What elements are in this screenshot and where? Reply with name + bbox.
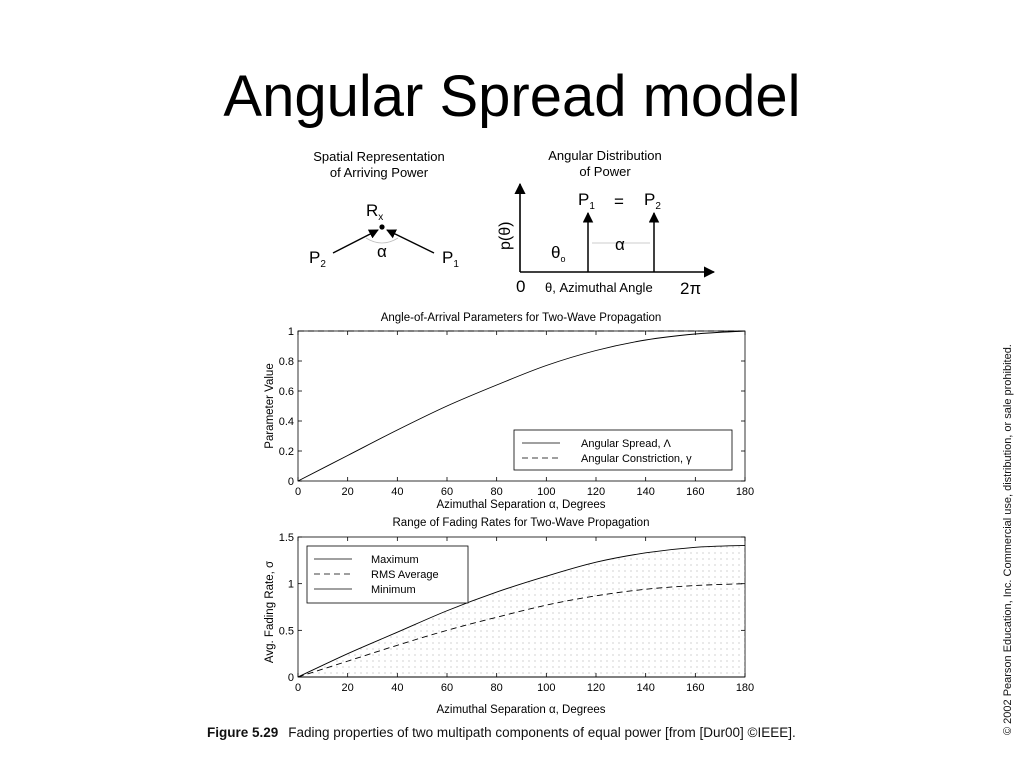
spatial-alpha: α <box>377 242 387 261</box>
chart1-ytick-label: 0.2 <box>279 446 294 458</box>
receiver-dot <box>379 224 385 230</box>
spatial-title-line1: Spatial Representation <box>313 149 445 164</box>
chart1-xtick-label: 20 <box>342 486 354 498</box>
chart2-xtick-label: 20 <box>342 682 354 694</box>
azimuthal-angle-label: θ, Azimuthal Angle <box>545 280 653 295</box>
pdf-y-label: p(θ) <box>497 222 514 250</box>
chart1-title: Angle-of-Arrival Parameters for Two-Wave… <box>381 312 662 324</box>
copyright-notice: © 2002 Pearson Education, Inc. Commercia… <box>1002 344 1014 735</box>
figure-caption: Figure 5.29 Fading properties of two mult… <box>207 724 813 741</box>
impulse-p1-label: P1 <box>578 190 595 212</box>
angle-arc <box>365 237 399 244</box>
chart1-legend-constriction: Angular Constriction, γ <box>581 453 692 465</box>
chart2-series-1 <box>297 583 746 678</box>
chart1-xtick-label: 0 <box>295 486 301 498</box>
chart1-ytick-label: 0.4 <box>279 416 294 428</box>
chart1-xtick-label: 140 <box>636 486 654 498</box>
chart2-xtick-label: 120 <box>587 682 605 694</box>
chart1-series-0 <box>297 330 746 482</box>
chart-fading-rates: Range of Fading Rates for Two-Wave Propa… <box>264 517 754 716</box>
receiver-label: Rx <box>366 201 383 223</box>
chart-angle-of-arrival: Angle-of-Arrival Parameters for Two-Wave… <box>264 312 754 511</box>
chart2-series-0 <box>297 544 746 678</box>
chart1-xtick-label: 100 <box>537 486 555 498</box>
chart1-xtick-label: 180 <box>736 486 754 498</box>
chart2-legend: Maximum RMS Average Minimum <box>306 545 469 604</box>
chart1-ylabel: Parameter Value <box>264 363 276 448</box>
chart2-legend-min: Minimum <box>371 584 416 596</box>
chart1-xtick-label: 160 <box>686 486 704 498</box>
chart2-legend-box <box>306 545 469 604</box>
chart1-ytick-label: 0.6 <box>279 386 294 398</box>
chart1-xlabel: Azimuthal Separation α, Degrees <box>436 499 605 511</box>
chart2-ylabel: Avg. Fading Rate, σ <box>264 561 276 663</box>
chart2-xtick-label: 80 <box>491 682 503 694</box>
chart2-ytick-label: 0 <box>288 672 294 684</box>
chart2-xtick-label: 100 <box>537 682 555 694</box>
chart2-xlabel: Azimuthal Separation α, Degrees <box>436 704 605 716</box>
chart2-xtick-label: 180 <box>736 682 754 694</box>
chart2-ytick-label: 0.5 <box>279 625 294 637</box>
caption-text: Fading properties of two multipath compo… <box>288 725 796 740</box>
chart2-xtick-label: 0 <box>295 682 301 694</box>
origin-label: 0 <box>516 277 525 296</box>
chart2-ytick-label: 1.5 <box>279 532 294 544</box>
chart2-xtick-label: 60 <box>441 682 453 694</box>
arrow-from-p1 <box>386 229 435 254</box>
spatial-title-line2: of Arriving Power <box>330 165 429 180</box>
chart1-legend-spread: Angular Spread, Λ <box>581 438 672 450</box>
chart1-xtick-label: 80 <box>491 486 503 498</box>
chart2-xtick-label: 160 <box>686 682 704 694</box>
arrow-from-p2 <box>332 229 379 254</box>
chart2-title: Range of Fading Rates for Two-Wave Propa… <box>393 517 650 529</box>
angular-title-line2: of Power <box>579 164 631 179</box>
chart1-xtick-label: 40 <box>391 486 403 498</box>
chart2-ytick-label: 1 <box>288 579 294 591</box>
spatial-diagram: Spatial Representation of Arriving Power… <box>309 149 459 270</box>
angular-diagram: Angular Distribution of Power p(θ) P1 = … <box>497 148 716 298</box>
theta0-label: θo <box>551 243 565 264</box>
chart2-xtick-label: 140 <box>636 682 654 694</box>
two-pi-label: 2π <box>680 279 701 298</box>
chart1-xtick-label: 60 <box>441 486 453 498</box>
chart2-legend-rms: RMS Average <box>371 569 439 581</box>
chart1-legend: Angular Spread, Λ Angular Constriction, … <box>513 429 733 471</box>
chart1-xtick-label: 120 <box>587 486 605 498</box>
impulse-p2-label: P2 <box>644 190 661 212</box>
figure-label: Figure 5.29 <box>207 725 279 740</box>
chart2-xtick-label: 40 <box>391 682 403 694</box>
chart1-ytick-label: 0.8 <box>279 356 294 368</box>
angular-alpha: α <box>615 235 625 254</box>
chart1-ytick-label: 1 <box>288 326 294 338</box>
chart1-ytick-label: 0 <box>288 476 294 488</box>
p2-label: P2 <box>309 248 326 270</box>
chart1-legend-box <box>513 429 733 471</box>
angular-title-line1: Angular Distribution <box>548 148 661 163</box>
p1-label: P1 <box>442 248 459 270</box>
equals-sign: = <box>614 192 624 211</box>
chart2-legend-max: Maximum <box>371 554 419 566</box>
slide-title: Angular Spread model <box>223 64 801 129</box>
